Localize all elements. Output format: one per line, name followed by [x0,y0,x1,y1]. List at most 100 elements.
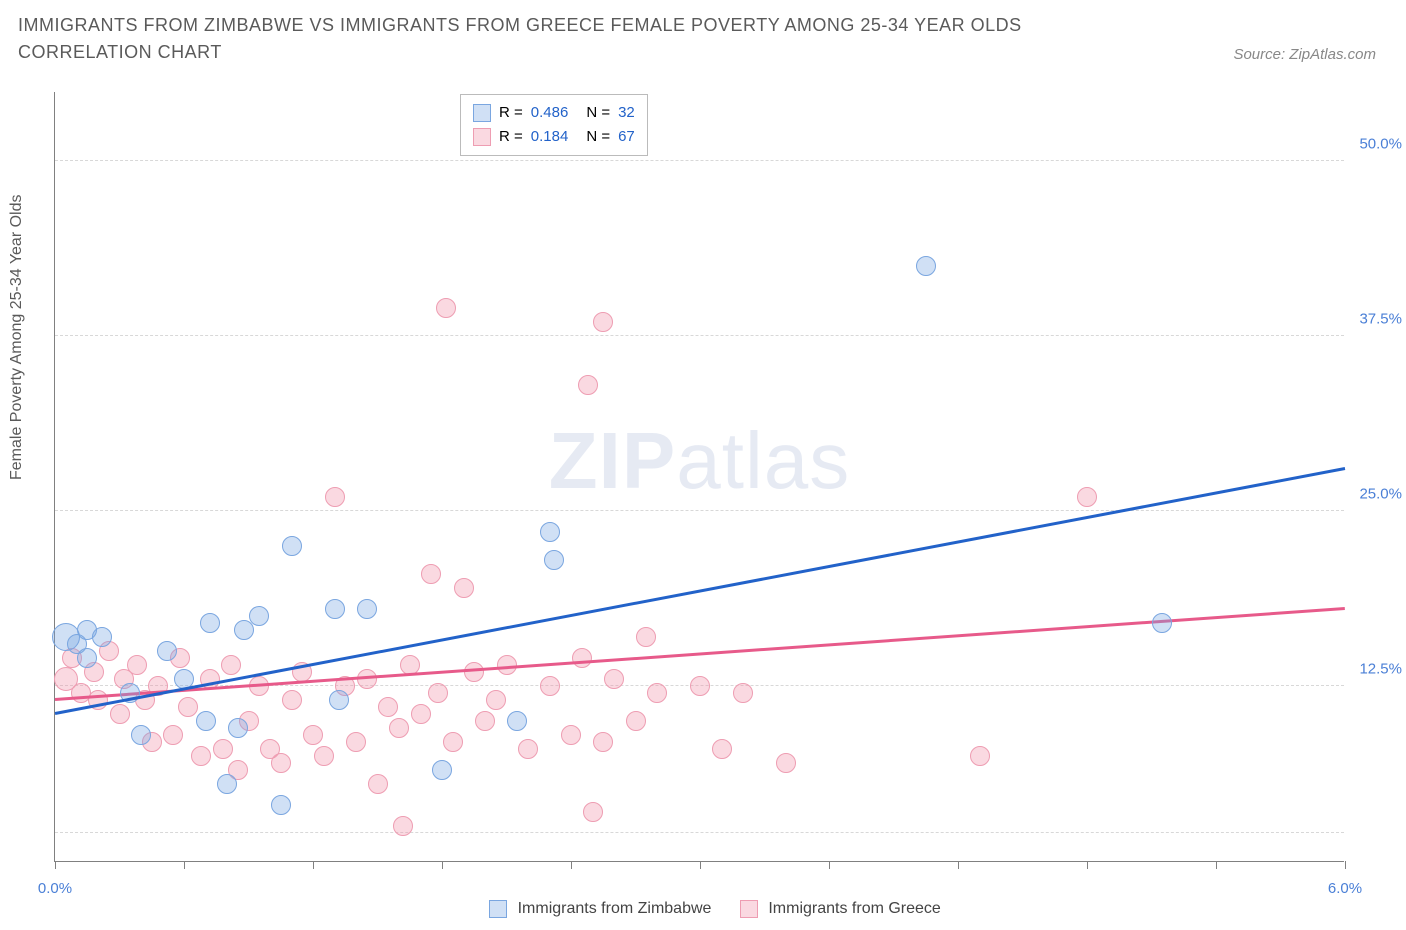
gridline [55,160,1344,161]
stats-row-greece: R = 0.184 N = 67 [473,125,635,149]
data-point-greece [1077,487,1097,507]
plot-area: ZIPatlas 12.5%25.0%37.5%50.0%0.0%6.0% [54,92,1344,862]
data-point-greece [127,655,147,675]
data-point-greece [647,683,667,703]
data-point-greece [368,774,388,794]
data-point-zimbabwe [77,648,97,668]
x-tick [571,861,572,869]
n-prefix: N = [586,125,610,149]
swatch-greece [740,900,758,918]
series-legend: Immigrants from Zimbabwe Immigrants from… [0,900,1406,918]
data-point-greece [213,739,233,759]
data-point-zimbabwe [540,522,560,542]
data-point-greece [346,732,366,752]
x-tick [55,861,56,869]
data-point-zimbabwe [329,690,349,710]
x-tick [184,861,185,869]
x-tick [958,861,959,869]
gridline [55,510,1344,511]
data-point-greece [191,746,211,766]
x-tick [313,861,314,869]
x-tick-label: 0.0% [38,880,72,897]
data-point-greece [314,746,334,766]
data-point-greece [325,487,345,507]
data-point-greece [221,655,241,675]
data-point-greece [578,375,598,395]
data-point-zimbabwe [271,795,291,815]
stats-row-zimbabwe: R = 0.486 N = 32 [473,101,635,125]
data-point-greece [486,690,506,710]
r-value-zimbabwe: 0.486 [531,101,569,125]
n-value-zimbabwe: 32 [618,101,635,125]
data-point-zimbabwe [92,627,112,647]
data-point-greece [636,627,656,647]
y-axis-label: Female Poverty Among 25-34 Year Olds [8,195,26,481]
data-point-greece [572,648,592,668]
data-point-greece [411,704,431,724]
data-point-greece [475,711,495,731]
data-point-greece [464,662,484,682]
data-point-greece [393,816,413,836]
y-tick-label: 25.0% [1359,486,1402,503]
data-point-greece [282,690,302,710]
r-value-greece: 0.184 [531,125,569,149]
x-tick [1216,861,1217,869]
x-tick [442,861,443,869]
x-tick [1087,861,1088,869]
data-point-zimbabwe [432,760,452,780]
x-tick-label: 6.0% [1328,880,1362,897]
watermark-bold: ZIP [549,416,676,505]
data-point-greece [604,669,624,689]
chart-title: IMMIGRANTS FROM ZIMBABWE VS IMMIGRANTS F… [18,12,1118,66]
data-point-greece [436,298,456,318]
y-tick-label: 12.5% [1359,661,1402,678]
gridline [55,335,1344,336]
data-point-zimbabwe [916,256,936,276]
data-point-greece [428,683,448,703]
data-point-greece [110,704,130,724]
data-point-greece [593,732,613,752]
data-point-greece [561,725,581,745]
data-point-zimbabwe [357,599,377,619]
data-point-greece [712,739,732,759]
stats-legend: R = 0.486 N = 32 R = 0.184 N = 67 [460,94,648,156]
data-point-zimbabwe [217,774,237,794]
gridline [55,832,1344,833]
data-point-greece [378,697,398,717]
legend-label-zimbabwe: Immigrants from Zimbabwe [518,900,712,917]
data-point-greece [540,676,560,696]
n-value-greece: 67 [618,125,635,149]
data-point-zimbabwe [282,536,302,556]
data-point-greece [178,697,198,717]
swatch-zimbabwe [473,104,491,122]
data-point-zimbabwe [196,711,216,731]
data-point-greece [421,564,441,584]
data-point-greece [593,312,613,332]
data-point-zimbabwe [249,606,269,626]
data-point-zimbabwe [1152,613,1172,633]
data-point-greece [303,725,323,745]
x-tick [1345,861,1346,869]
data-point-zimbabwe [507,711,527,731]
y-tick-label: 37.5% [1359,311,1402,328]
data-point-greece [626,711,646,731]
r-prefix: R = [499,125,523,149]
legend-label-greece: Immigrants from Greece [768,900,940,917]
x-tick [700,861,701,869]
data-point-greece [443,732,463,752]
data-point-greece [163,725,183,745]
watermark: ZIPatlas [549,415,850,507]
data-point-zimbabwe [544,550,564,570]
data-point-zimbabwe [228,718,248,738]
x-tick [829,861,830,869]
swatch-zimbabwe [489,900,507,918]
data-point-greece [970,746,990,766]
n-prefix: N = [586,101,610,125]
source-attribution: Source: ZipAtlas.com [1233,46,1376,63]
r-prefix: R = [499,101,523,125]
data-point-greece [454,578,474,598]
data-point-zimbabwe [157,641,177,661]
data-point-greece [518,739,538,759]
y-tick-label: 50.0% [1359,136,1402,153]
watermark-light: atlas [676,416,850,505]
